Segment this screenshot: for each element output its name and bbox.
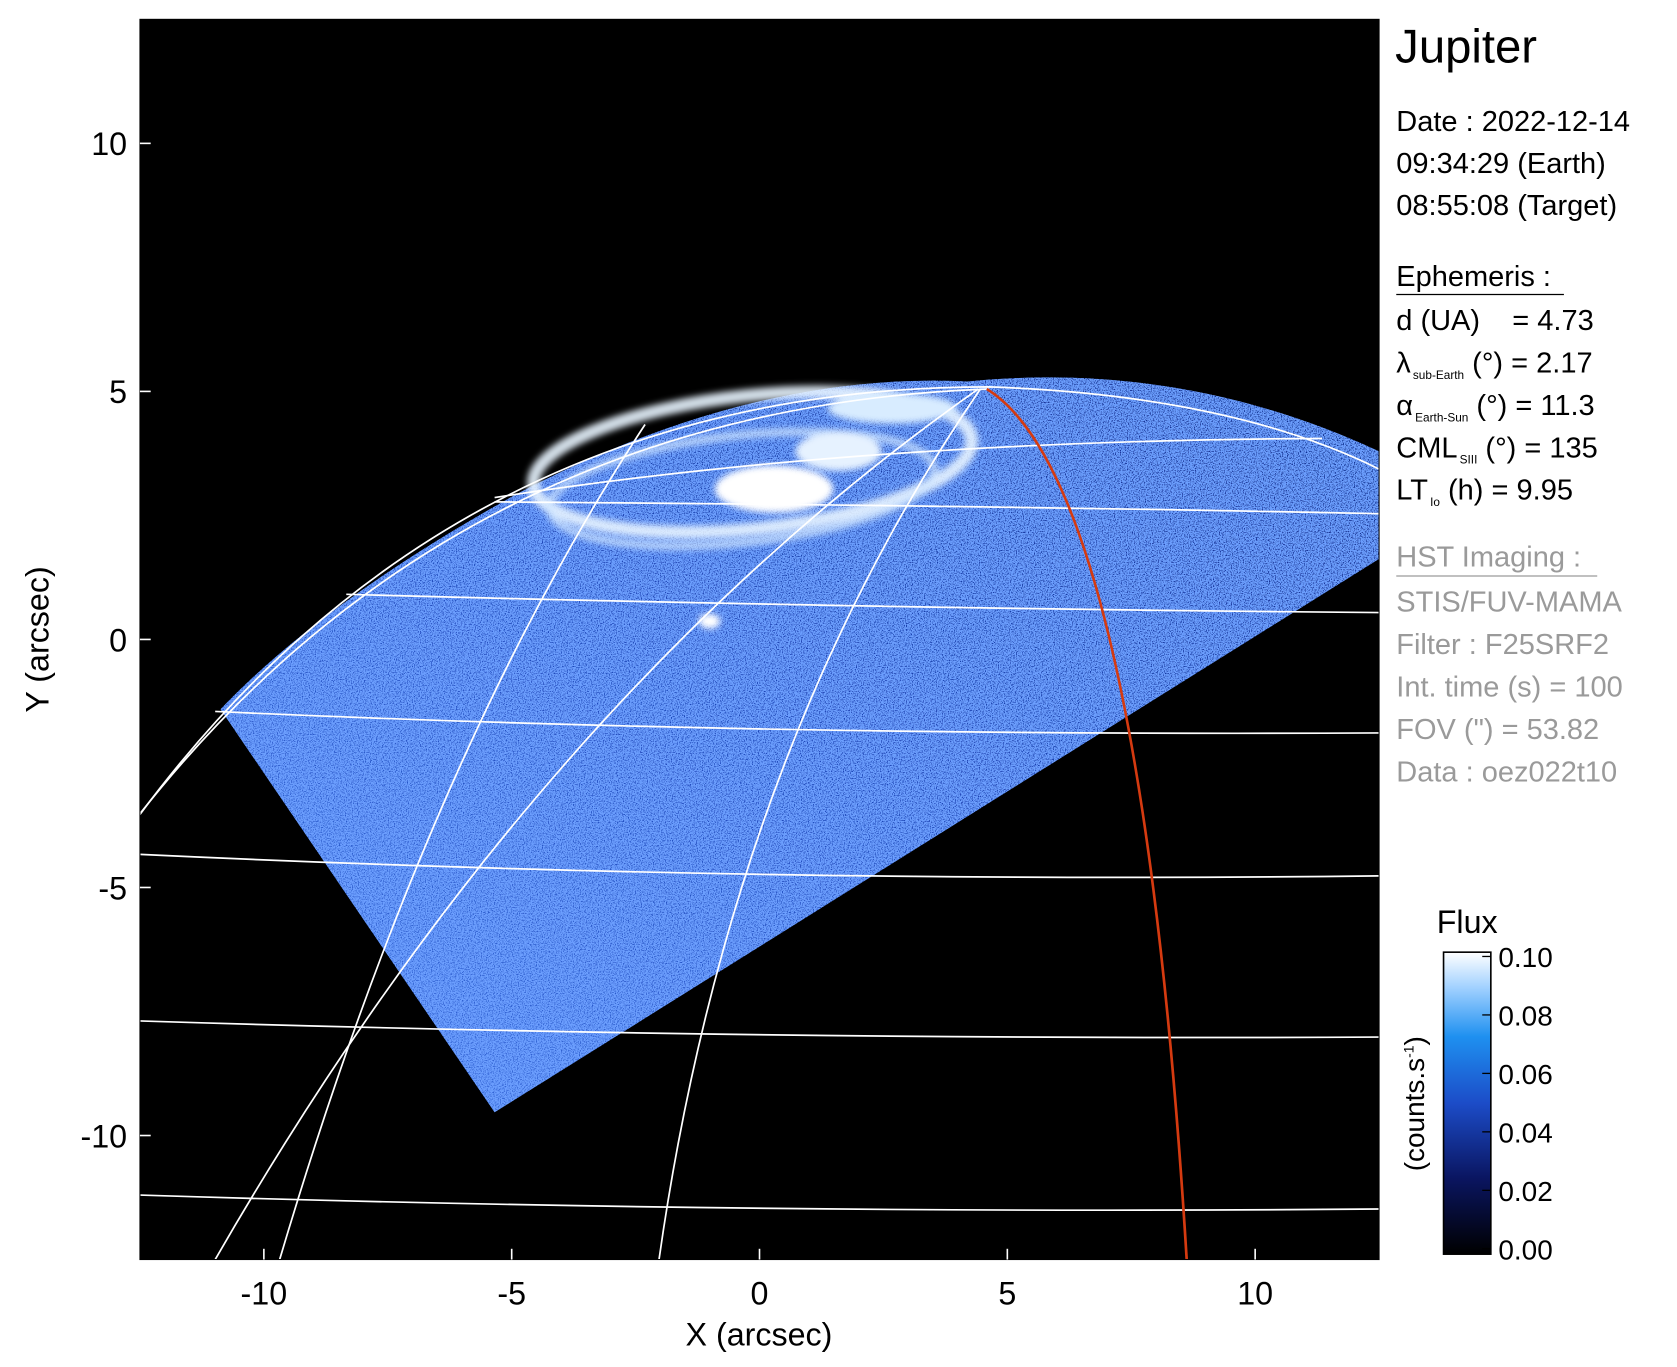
imaging-line: Filter : F25SRF2: [1396, 629, 1609, 661]
ephemeris-line: LT Io (h) = 9.95: [1396, 475, 1573, 509]
latitude-line: [346, 593, 1380, 614]
imaging-line: Int. time (s) = 100: [1396, 671, 1622, 703]
latitude-line: [215, 710, 1380, 735]
ephemeris-label: α: [1396, 390, 1413, 422]
planet-grid: [139, 386, 1380, 1260]
ephemeris-label: LT: [1396, 475, 1428, 507]
ephemeris-title: Ephemeris :: [1396, 261, 1551, 293]
imaging-line: Data : oez022t10: [1396, 756, 1617, 788]
unit-text: (counts.s: [1399, 1058, 1430, 1171]
reference-meridian: [986, 387, 1189, 1260]
colorbar-title: Flux: [1437, 904, 1498, 940]
limb: [139, 386, 1380, 817]
colorbar-tick-label: 0.10: [1498, 942, 1552, 973]
unit-text: ): [1399, 1036, 1430, 1045]
unit-superscript: -1: [1400, 1045, 1416, 1058]
ephemeris-value: (°) = 135: [1477, 432, 1597, 464]
colorbar-tick-label: 0.04: [1498, 1118, 1552, 1149]
longitude-line: [214, 388, 979, 1260]
info-panel: Date : 2022-12-14 09:34:29 (Earth) 08:55:0…: [1396, 106, 1630, 788]
ephemeris-subscript: SIII: [1460, 453, 1478, 467]
image-layer: [139, 377, 1380, 1260]
x-tick-label: 0: [751, 1276, 769, 1312]
ephemeris-line: d (UA) = 4.73: [1396, 305, 1593, 337]
latitude-line: [139, 1020, 1380, 1039]
ephemeris-value: (°) = 2.17: [1464, 347, 1592, 379]
y-tick-label: 10: [91, 126, 127, 162]
y-tick-label: 0: [109, 622, 127, 658]
date-line: 08:55:08 (Target): [1396, 190, 1617, 222]
ephemeris-line: CML SIII (°) = 135: [1396, 432, 1598, 466]
ephemeris-line: α Earth-Sun (°) = 11.3: [1396, 390, 1594, 424]
colorbar-tick-label: 0.00: [1498, 1235, 1552, 1266]
colorbar: Flux 0.00 0.02 0.04 0.06 0.08 0.10 (counts.s-1): [1399, 904, 1553, 1266]
colorbar-tick-label: 0.06: [1498, 1059, 1552, 1090]
imaging-line: FOV (") = 53.82: [1396, 714, 1599, 746]
latitude-line: [139, 1194, 1380, 1212]
x-tick-label: -5: [497, 1276, 526, 1312]
ephemeris-value: (°) = 11.3: [1468, 390, 1594, 422]
colorbar-scale: [1442, 951, 1492, 1255]
y-tick-label: 5: [109, 374, 127, 410]
x-tick-label: -10: [241, 1276, 288, 1312]
longitude-line: [658, 388, 982, 1260]
y-axis-label: Y (arcsec): [20, 566, 56, 712]
latitude-line: [139, 853, 1380, 879]
ephemeris-label: d (UA): [1396, 305, 1480, 337]
ephemeris-label: λ: [1396, 347, 1411, 379]
imaging-line: STIS/FUV-MAMA: [1396, 586, 1622, 618]
ephemeris-subscript: Earth-Sun: [1415, 410, 1468, 424]
latitude-line: [494, 437, 1323, 499]
colorbar-tick-label: 0.08: [1498, 1001, 1552, 1032]
date-line: Date : 2022-12-14: [1396, 106, 1630, 138]
y-tick-label: -10: [80, 1118, 127, 1154]
chart-title: Jupiter: [1395, 20, 1537, 73]
longitude-line: [278, 424, 646, 1260]
ephemeris-line: λ sub-Earth (°) = 2.17: [1396, 347, 1592, 381]
x-axis-label: X (arcsec): [686, 1317, 833, 1353]
colorbar-unit: (counts.s-1): [1399, 1036, 1430, 1171]
date-line: 09:34:29 (Earth): [1396, 148, 1606, 180]
ephemeris-label: CML: [1396, 432, 1457, 464]
ephemeris-subscript: sub-Earth: [1413, 368, 1464, 382]
x-tick-label: 5: [998, 1276, 1016, 1312]
limb-inner: [139, 388, 989, 816]
y-tick-label: -5: [98, 870, 127, 906]
latitude-line: [494, 501, 1380, 515]
colorbar-tick-label: 0.02: [1498, 1176, 1552, 1207]
ephemeris-subscript: Io: [1430, 495, 1440, 509]
ephemeris-value: = 4.73: [1480, 305, 1594, 337]
imaging-title: HST Imaging :: [1396, 541, 1581, 573]
x-tick-label: 10: [1237, 1276, 1273, 1312]
ephemeris-value: (h) = 9.95: [1440, 475, 1573, 507]
